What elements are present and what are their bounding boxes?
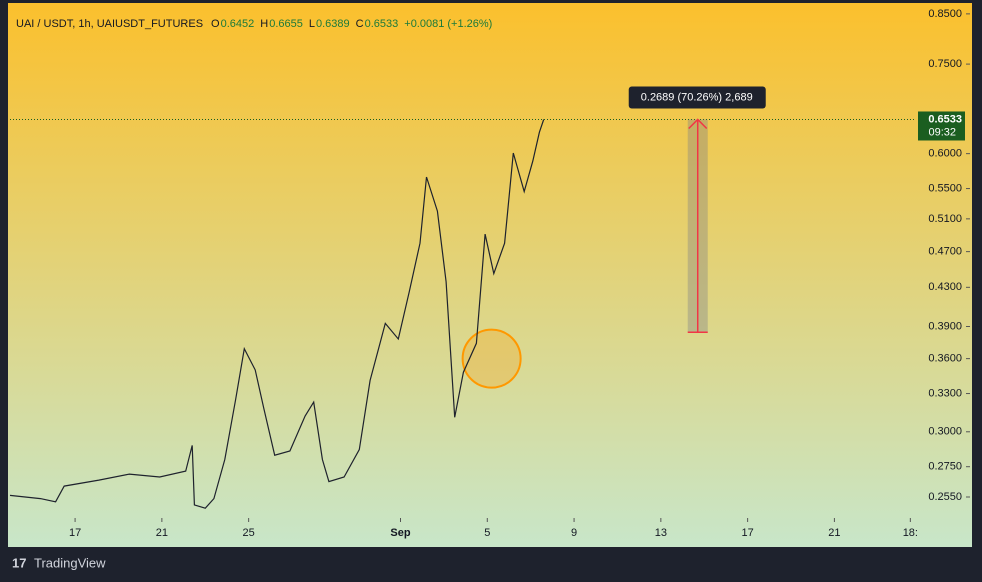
- y-tick-label: 0.2750: [928, 461, 962, 473]
- x-tick-label: 9: [571, 527, 577, 539]
- y-tick-label: 0.2550: [928, 491, 962, 503]
- x-tick-label: 5: [484, 527, 490, 539]
- y-tick-label: 0.3600: [928, 353, 962, 365]
- ohlc-label: H: [260, 18, 268, 30]
- x-tick-label: 13: [655, 527, 667, 539]
- x-tick-label: 21: [828, 527, 840, 539]
- y-tick-label: 0.3300: [928, 387, 962, 399]
- y-tick-label: 0.7500: [928, 58, 962, 70]
- measure-arrow: [688, 118, 708, 130]
- y-tick-label: 0.3900: [928, 320, 962, 332]
- ohlc-value: 0.6655: [269, 18, 303, 30]
- ohlc-value: 0.6452: [221, 18, 255, 30]
- x-tick-label: Sep: [390, 527, 410, 539]
- ohlc-value: 0.6533: [365, 18, 399, 30]
- x-tick-label: 21: [156, 527, 168, 539]
- measure-label: 0.2689 (70.26%) 2,689: [641, 91, 753, 103]
- last-price-label: 0.6533: [928, 113, 962, 125]
- x-tick-label: 17: [69, 527, 81, 539]
- measure-label-box: [628, 86, 766, 109]
- y-tick-label: 0.5500: [928, 182, 962, 194]
- change: +0.0081 (+1.26%): [404, 18, 492, 30]
- price-line: [9, 119, 545, 509]
- x-tick-label: 17: [742, 527, 754, 539]
- ohlc-label: C: [356, 18, 364, 30]
- x-tick-label: 18:: [903, 527, 918, 539]
- highlight-circle: [461, 328, 522, 389]
- y-tick-label: 0.5100: [928, 213, 962, 225]
- last-price-box: [918, 111, 965, 141]
- brand-logo: 17: [12, 555, 26, 570]
- countdown: 09:32: [928, 126, 956, 138]
- symbol-title: UAI / USDT, 1h, UAIUSDT_FUTURES: [16, 18, 203, 30]
- y-tick-label: 0.6000: [928, 148, 962, 160]
- ohlc-value: 0.6389: [316, 18, 350, 30]
- y-tick-label: 0.8500: [928, 8, 962, 20]
- y-tick-label: 0.3000: [928, 426, 962, 438]
- x-tick-label: 25: [243, 527, 255, 539]
- y-tick-label: 0.4300: [928, 281, 962, 293]
- ohlc-label: O: [211, 18, 220, 30]
- legend-header: UAI / USDT, 1h, UAIUSDT_FUTURES O 0.6452 H…: [16, 18, 492, 30]
- plot-background: [8, 3, 972, 547]
- ohlc-label: L: [309, 18, 315, 30]
- footer-brand: TradingView: [34, 555, 106, 570]
- y-tick-label: 0.4700: [928, 246, 962, 258]
